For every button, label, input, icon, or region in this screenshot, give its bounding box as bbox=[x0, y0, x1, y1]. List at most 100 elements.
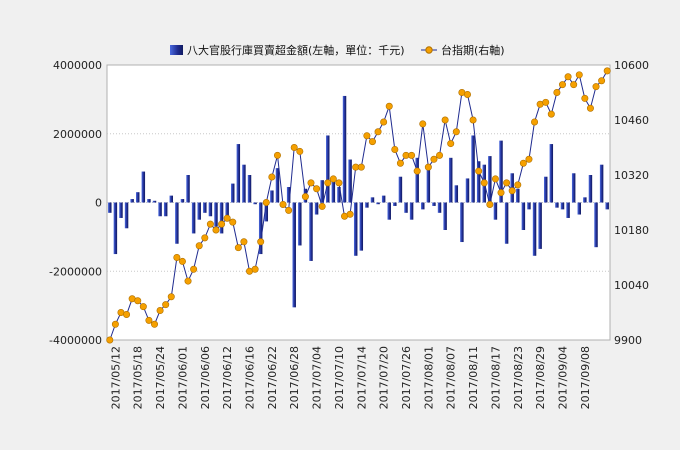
bar bbox=[236, 144, 241, 203]
x-tick-label: 2017/08/17 bbox=[489, 346, 502, 409]
line-point bbox=[374, 128, 382, 136]
x-tick-label: 2017/08/01 bbox=[422, 346, 435, 409]
legend-bar-swatch bbox=[170, 45, 183, 55]
bar bbox=[331, 180, 336, 203]
line-point bbox=[553, 89, 561, 97]
line-point bbox=[525, 155, 533, 163]
line-point bbox=[570, 81, 578, 89]
line-point bbox=[419, 120, 427, 128]
line-point bbox=[273, 151, 281, 159]
line-point bbox=[408, 151, 416, 159]
bar bbox=[398, 176, 403, 203]
bar bbox=[359, 202, 364, 251]
bar bbox=[158, 202, 162, 217]
right-tick-label: 10180 bbox=[614, 224, 649, 237]
line-point bbox=[564, 73, 572, 81]
legend-line-marker bbox=[425, 46, 433, 54]
line-point bbox=[156, 307, 164, 315]
bar bbox=[141, 171, 146, 203]
bar bbox=[342, 95, 347, 203]
bar bbox=[353, 202, 358, 256]
bar bbox=[169, 195, 174, 203]
bar bbox=[409, 202, 414, 220]
line-point bbox=[111, 320, 119, 328]
line-point bbox=[151, 320, 159, 328]
line-point bbox=[279, 200, 287, 208]
x-axis-ticks: 2017/05/12 2017/05/18 2017/05/24 2017/06/01… bbox=[109, 346, 591, 409]
bar bbox=[527, 202, 531, 210]
line-point bbox=[586, 104, 594, 112]
line-point bbox=[318, 202, 326, 210]
bar bbox=[348, 159, 352, 203]
right-tick-label: 10460 bbox=[614, 114, 649, 127]
x-tick-label: 2017/06/28 bbox=[288, 346, 301, 409]
bar-series bbox=[108, 95, 609, 308]
line-point bbox=[603, 67, 611, 75]
bar bbox=[504, 202, 509, 244]
line-point bbox=[503, 179, 511, 187]
bar bbox=[370, 197, 375, 203]
x-tick-label: 2017/05/18 bbox=[132, 346, 145, 409]
bar bbox=[130, 199, 134, 203]
line-point bbox=[251, 265, 259, 273]
line-point bbox=[145, 316, 153, 324]
right-tick-label: 9900 bbox=[614, 334, 642, 347]
bar bbox=[197, 202, 201, 220]
bar bbox=[432, 202, 436, 206]
bar bbox=[292, 202, 296, 308]
line-point bbox=[335, 179, 343, 187]
legend: 八大官股行庫買賣超金額(左軸，單位：千元) 台指期(右軸) bbox=[170, 43, 505, 57]
line-point bbox=[324, 179, 332, 187]
line-point bbox=[162, 301, 170, 309]
right-tick-label: 10320 bbox=[614, 169, 649, 182]
left-tick-label: 4000000 bbox=[53, 59, 102, 72]
line-point bbox=[363, 132, 371, 140]
bar bbox=[583, 197, 587, 203]
x-tick-label: 2017/08/29 bbox=[534, 346, 547, 409]
line-point bbox=[380, 118, 388, 126]
bar bbox=[314, 202, 319, 215]
bar bbox=[225, 202, 229, 222]
line-point bbox=[480, 179, 488, 187]
bar bbox=[594, 202, 598, 248]
x-tick-label: 2017/07/26 bbox=[400, 346, 413, 409]
line-point bbox=[452, 128, 460, 136]
bar bbox=[113, 202, 118, 255]
line-point bbox=[575, 71, 583, 79]
bar bbox=[387, 202, 391, 220]
line-point bbox=[184, 277, 192, 285]
bar bbox=[588, 175, 593, 203]
bar bbox=[258, 202, 263, 255]
bar bbox=[516, 188, 520, 203]
right-axis-ticks: 9900 10040 10180 10320 10460 10600 bbox=[614, 59, 649, 347]
bar bbox=[599, 164, 604, 203]
bar bbox=[471, 135, 475, 203]
line-point bbox=[240, 238, 248, 246]
bar bbox=[393, 202, 397, 206]
x-tick-label: 2017/08/11 bbox=[467, 346, 480, 409]
x-tick-label: 2017/06/22 bbox=[266, 346, 279, 409]
bar bbox=[264, 202, 269, 222]
bar bbox=[180, 199, 185, 203]
line-point bbox=[486, 200, 494, 208]
bar bbox=[571, 173, 576, 203]
bar bbox=[203, 202, 207, 213]
bar bbox=[337, 187, 341, 203]
line-point bbox=[592, 83, 600, 91]
line-point bbox=[201, 234, 209, 242]
x-tick-label: 2017/07/10 bbox=[333, 346, 346, 409]
bar bbox=[119, 202, 123, 218]
line-point bbox=[514, 181, 522, 189]
line-point bbox=[497, 189, 505, 197]
bar bbox=[437, 202, 442, 213]
right-tick-label: 10600 bbox=[614, 59, 649, 72]
left-tick-label: 2000000 bbox=[53, 128, 102, 141]
line-point bbox=[167, 293, 175, 301]
line-point bbox=[257, 238, 265, 246]
line-point bbox=[212, 226, 220, 234]
bar bbox=[460, 202, 464, 243]
bar bbox=[208, 202, 213, 217]
bar bbox=[286, 187, 291, 203]
bar bbox=[108, 202, 112, 213]
line-point bbox=[123, 310, 131, 318]
